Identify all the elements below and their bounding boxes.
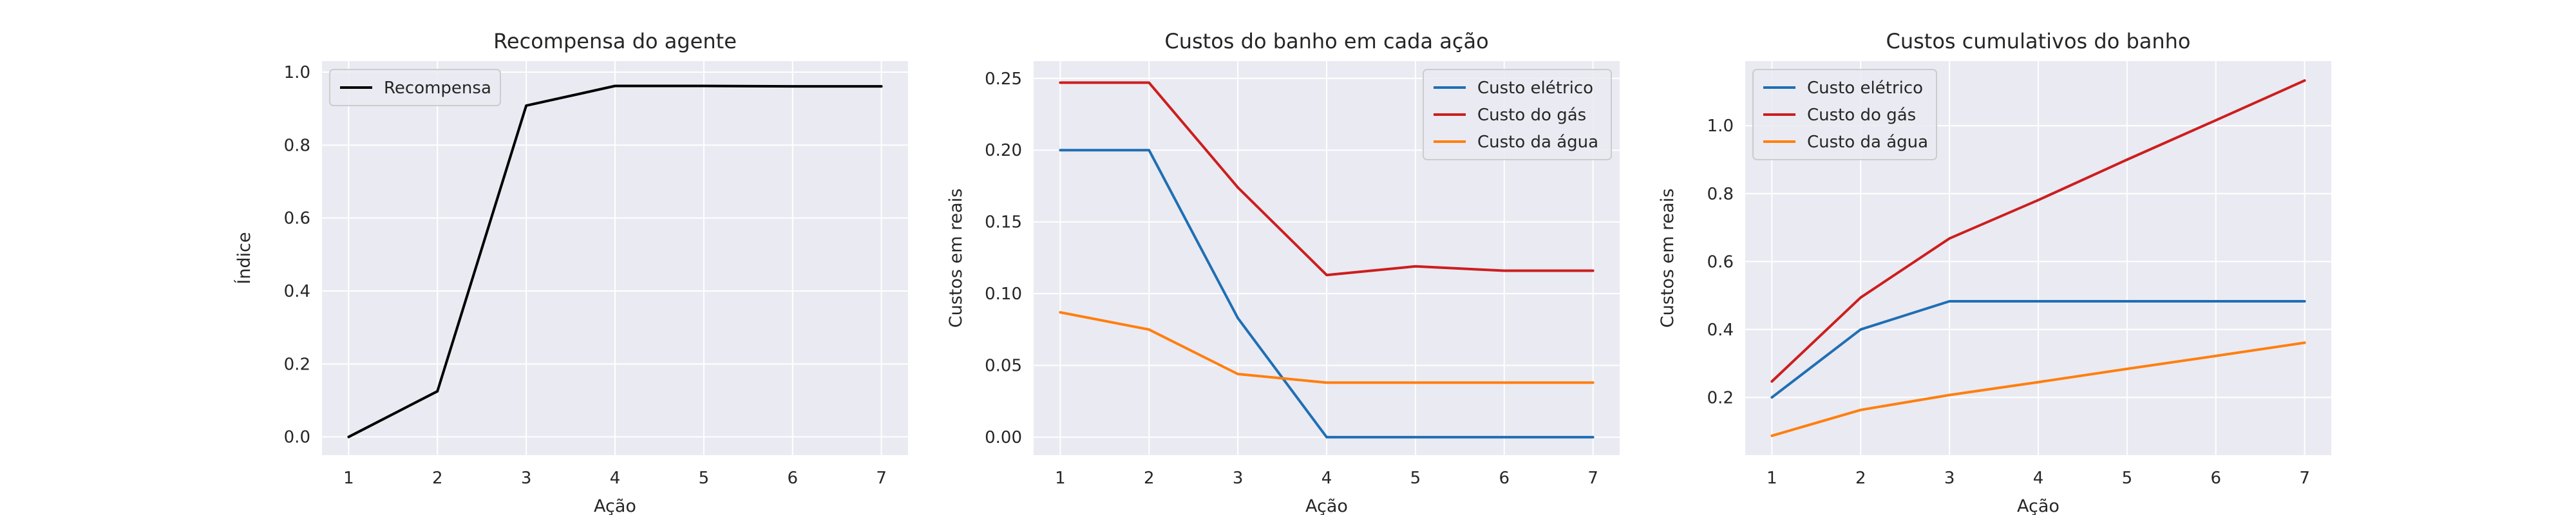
legend-label: Custo elétrico	[1807, 79, 1923, 98]
chart-title: Custos cumulativos do banho	[1886, 29, 2190, 53]
y-tick-label: 0.6	[284, 209, 310, 229]
y-tick-label: 1.0	[1707, 117, 1734, 136]
series-line-2	[1770, 79, 2306, 383]
series-line-3	[1059, 311, 1595, 384]
y-tick-label: 0.2	[1707, 388, 1734, 407]
legend: Recompensa	[329, 69, 501, 106]
legend-label: Custo do gás	[1807, 106, 1916, 125]
y-axis-label: Custos em reais	[1658, 189, 1678, 328]
legend-label: Custo da água	[1807, 133, 1928, 152]
chart-panel-3: 1 2 3 4 5 6 7 0.2 0.4 0.6 0.8 1.0 Custos cumulativos…	[1658, 29, 2331, 515]
legend-label: Custo do gás	[1477, 106, 1586, 125]
x-axis-label: Ação	[1305, 496, 1348, 515]
series-line-1	[347, 84, 883, 438]
x-tick-label: 3	[1944, 469, 1955, 488]
y-tick-label: 0.20	[985, 141, 1022, 160]
y-tick-label: 0.25	[985, 70, 1022, 89]
legend-box	[1752, 69, 1937, 160]
x-tick-label: 4	[2033, 469, 2044, 488]
y-tick-label: 0.4	[1707, 321, 1734, 340]
y-tick-label: 0.2	[284, 355, 310, 374]
x-tick-label: 4	[610, 469, 621, 488]
chart-title: Custos do banho em cada ação	[1164, 29, 1488, 53]
series-line-1	[1770, 300, 2306, 399]
legend-label: Custo elétrico	[1477, 79, 1593, 98]
y-axis-label: Custos em reais	[946, 189, 966, 328]
x-tick-label: 7	[1587, 469, 1598, 488]
legend: Custo elétrico Custo do gás Custo da água	[1423, 69, 1612, 160]
chart-title: Recompensa do agente	[493, 29, 737, 53]
x-tick-label: 5	[2122, 469, 2133, 488]
x-tick-label: 6	[2210, 469, 2221, 488]
y-tick-label: 0.8	[1707, 185, 1734, 204]
x-tick-label: 5	[699, 469, 710, 488]
y-tick-label: 0.4	[284, 282, 310, 301]
y-tick-label: 0.8	[284, 136, 310, 155]
x-tick-label: 1	[343, 469, 354, 488]
y-tick-label: 0.6	[1707, 252, 1734, 272]
y-tick-label: 0.15	[985, 213, 1022, 232]
x-tick-label: 2	[432, 469, 443, 488]
legend-box	[1423, 69, 1612, 160]
y-tick-label: 0.0	[284, 428, 310, 447]
x-tick-label: 4	[1321, 469, 1332, 488]
chart-panel-1: 1 2 3 4 5 6 7 0.0 0.2 0.4 0.6 0.8 1.0 Recompensa do a…	[234, 29, 908, 515]
legend-label: Recompensa	[384, 79, 491, 98]
y-axis-label: Índice	[234, 232, 254, 284]
x-tick-label: 6	[1499, 469, 1510, 488]
series-line-3	[1770, 341, 2306, 437]
x-tick-label: 2	[1144, 469, 1155, 488]
x-tick-label: 1	[1055, 469, 1066, 488]
legend-label: Custo da água	[1477, 133, 1598, 152]
y-tick-label: 0.00	[985, 428, 1022, 447]
x-tick-label: 6	[787, 469, 798, 488]
series-line-1	[1059, 149, 1595, 439]
series-line-2	[1059, 81, 1595, 277]
y-tick-label: 1.0	[284, 63, 310, 82]
y-tick-label: 0.10	[985, 285, 1022, 304]
x-axis-label: Ação	[594, 496, 636, 515]
x-tick-label: 3	[521, 469, 532, 488]
x-axis-label: Ação	[2017, 496, 2060, 515]
x-tick-label: 7	[876, 469, 887, 488]
x-tick-label: 2	[1855, 469, 1866, 488]
x-tick-label: 1	[1766, 469, 1777, 488]
y-tick-label: 0.05	[985, 357, 1022, 376]
x-tick-label: 5	[1410, 469, 1421, 488]
legend-box	[329, 69, 501, 106]
x-tick-label: 3	[1233, 469, 1244, 488]
chart-panel-2: 1 2 3 4 5 6 7 0.00 0.05 0.10 0.15 0.20 0.25 Custos do…	[946, 29, 1620, 515]
x-tick-label: 7	[2299, 469, 2310, 488]
legend: Custo elétrico Custo do gás Custo da água	[1752, 69, 1937, 160]
